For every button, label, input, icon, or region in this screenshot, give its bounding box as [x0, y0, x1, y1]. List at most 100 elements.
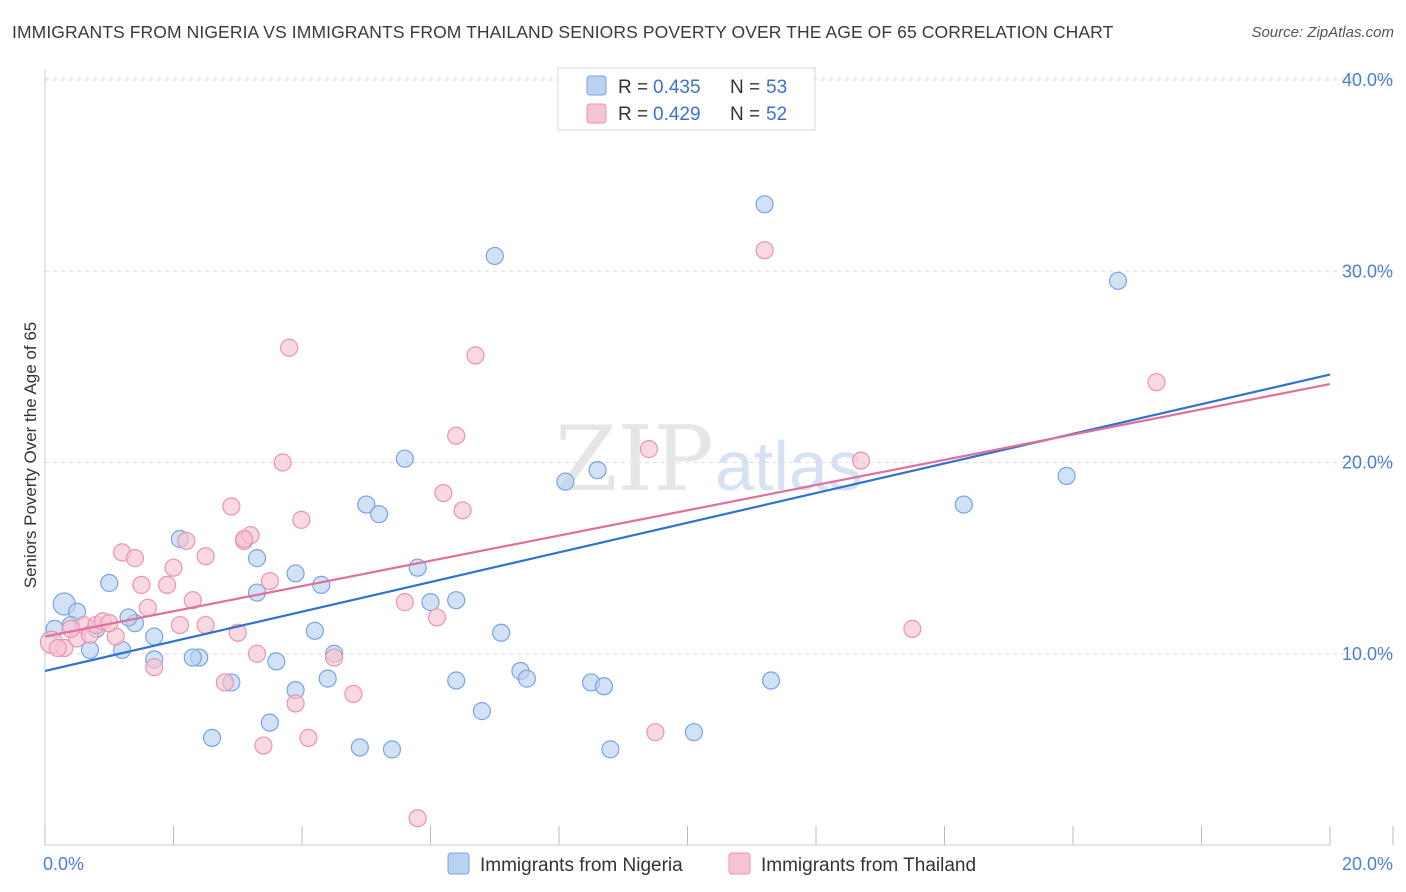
point-thailand [1147, 373, 1166, 392]
y-axis-label: Seniors Poverty Over the Age of 65 [21, 322, 40, 588]
point-thailand [434, 484, 453, 503]
legend-n-label-thailand: N = [730, 104, 760, 125]
point-nigeria [382, 740, 402, 759]
legend-swatch-nigeria [586, 75, 607, 96]
point-thailand [157, 575, 177, 595]
point-nigeria [247, 549, 267, 568]
x-tick-label-min: 0.0% [43, 854, 84, 874]
legend-r-value-nigeria: 0.435 [653, 77, 701, 98]
point-nigeria [350, 738, 369, 757]
point-thailand [48, 638, 67, 658]
point-thailand [646, 723, 665, 742]
point-thailand [125, 549, 145, 568]
legend-r-label-thailand: R = [618, 104, 648, 125]
legend-r-value-thailand: 0.429 [653, 104, 701, 125]
legend-n-value-nigeria: 53 [766, 77, 787, 98]
x-tick-label-max: 20.0% [1342, 854, 1393, 874]
bottom-legend-label-thailand: Immigrants from Thailand [761, 855, 976, 876]
point-thailand [132, 575, 151, 595]
point-thailand [183, 591, 202, 610]
point-nigeria [100, 573, 119, 593]
point-nigeria [492, 623, 511, 642]
point-thailand [170, 615, 190, 635]
point-nigeria [761, 671, 781, 690]
point-thailand [903, 619, 922, 638]
point-thailand [235, 529, 254, 549]
top-legend: R = 0.435 N = 53 R = 0.429 N = 52 [557, 67, 816, 131]
point-nigeria [421, 593, 440, 612]
point-thailand [286, 694, 305, 713]
point-nigeria [312, 575, 331, 595]
point-nigeria [517, 669, 536, 688]
bottom-legend-swatch-nigeria [447, 852, 470, 875]
point-nigeria [684, 723, 704, 742]
point-thailand [427, 608, 447, 627]
point-thailand [755, 241, 774, 260]
point-thailand [254, 736, 273, 755]
y-tick-label: 20.0% [1342, 453, 1393, 473]
point-nigeria [357, 495, 376, 514]
watermark-atlas: atlas [715, 427, 863, 505]
legend-n-label-nigeria: N = [730, 77, 760, 98]
chart-title: IMMIGRANTS FROM NIGERIA VS IMMIGRANTS FR… [12, 22, 1114, 42]
point-thailand [639, 440, 659, 459]
point-thailand [344, 684, 363, 704]
point-thailand [138, 598, 157, 617]
point-thailand [273, 453, 292, 472]
point-nigeria [260, 713, 279, 732]
y-tick-label: 10.0% [1342, 644, 1393, 664]
point-nigeria [601, 740, 620, 759]
point-nigeria [286, 564, 305, 583]
trend-lines [44, 373, 1331, 673]
point-thailand [299, 728, 318, 748]
y-tick-label: 40.0% [1342, 70, 1393, 90]
legend-n-value-thailand: 52 [766, 104, 787, 125]
point-thailand [145, 658, 164, 677]
point-nigeria [1108, 271, 1128, 290]
point-nigeria [447, 671, 466, 690]
bottom-legend: Immigrants from Nigeria Immigrants from … [447, 852, 976, 876]
point-thailand [851, 451, 871, 470]
point-thailand [325, 648, 344, 667]
point-thailand [61, 619, 80, 638]
point-nigeria [305, 621, 324, 640]
bottom-legend-swatch-thailand [728, 852, 751, 875]
y-tick-labels: 10.0% 20.0% 30.0% 40.0% [1342, 70, 1393, 664]
point-thailand [196, 547, 215, 566]
point-thailand [177, 531, 196, 551]
source-label: Source: ZipAtlas.com [1251, 24, 1394, 41]
point-thailand [447, 426, 466, 445]
point-nigeria [370, 505, 389, 524]
point-nigeria [202, 728, 222, 748]
point-nigeria [1057, 466, 1076, 485]
point-thailand [164, 558, 183, 577]
point-thailand [466, 346, 485, 365]
point-thailand [453, 501, 472, 520]
point-thailand [215, 673, 234, 692]
y-tick-label: 30.0% [1342, 261, 1393, 281]
point-nigeria [318, 669, 337, 688]
point-nigeria [145, 627, 164, 646]
legend-r-label-nigeria: R = [618, 77, 648, 98]
point-nigeria [594, 677, 614, 696]
point-nigeria [588, 461, 607, 480]
bottom-legend-label-nigeria: Immigrants from Nigeria [480, 855, 683, 876]
trend-line-thailand [44, 383, 1331, 638]
point-thailand [222, 497, 241, 516]
trend-line-nigeria [44, 373, 1331, 673]
point-thailand [408, 809, 427, 828]
point-nigeria [447, 591, 466, 610]
watermark-zip: ZIP [555, 407, 714, 512]
point-nigeria [954, 495, 973, 514]
point-nigeria [755, 195, 774, 214]
point-thailand [292, 510, 311, 529]
point-nigeria [485, 246, 504, 266]
grid [45, 77, 1393, 655]
point-nigeria [556, 472, 575, 491]
point-nigeria [119, 608, 138, 627]
point-thailand [280, 338, 299, 357]
legend-swatch-thailand [586, 103, 607, 124]
point-nigeria [472, 702, 491, 721]
x-tick-marks [44, 826, 1394, 845]
